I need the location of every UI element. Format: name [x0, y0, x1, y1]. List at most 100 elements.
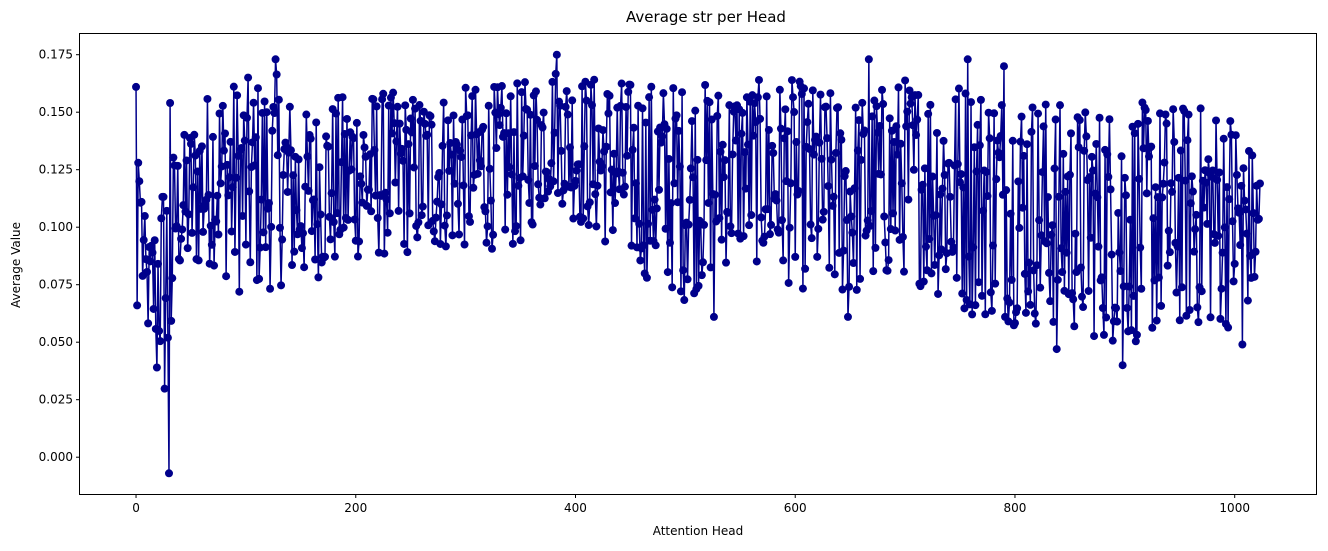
data-point — [1212, 116, 1221, 125]
data-point — [1159, 179, 1168, 188]
data-point — [701, 80, 710, 89]
data-point — [1249, 209, 1258, 218]
data-point — [997, 101, 1006, 110]
data-point — [1049, 317, 1058, 326]
data-point — [342, 114, 351, 123]
data-point — [778, 216, 787, 225]
data-point — [1038, 168, 1047, 177]
data-point — [524, 175, 533, 184]
data-point — [580, 142, 589, 151]
data-point — [159, 192, 168, 201]
data-point — [1183, 136, 1192, 145]
data-point — [764, 125, 773, 134]
data-point — [893, 150, 902, 159]
data-point — [1143, 116, 1152, 125]
data-point — [961, 89, 970, 98]
data-point — [440, 221, 449, 230]
data-point — [1169, 105, 1178, 114]
data-point — [952, 273, 961, 282]
data-point — [294, 155, 303, 164]
data-point — [427, 120, 436, 129]
data-point — [226, 137, 235, 146]
data-point — [229, 82, 238, 91]
data-point — [1014, 177, 1023, 186]
data-point — [162, 206, 171, 215]
data-point — [257, 195, 266, 204]
data-point — [439, 98, 448, 107]
y-tick-label: 0.075 — [39, 278, 73, 292]
data-point — [1052, 345, 1061, 354]
data-point — [803, 118, 812, 127]
data-point — [227, 227, 236, 236]
data-point — [973, 120, 982, 129]
data-point — [1220, 223, 1229, 232]
data-point — [779, 256, 788, 265]
data-point — [1231, 131, 1240, 140]
data-point — [787, 76, 796, 85]
data-point — [574, 160, 583, 169]
data-point — [561, 102, 570, 111]
data-point — [167, 316, 176, 325]
data-point — [1210, 238, 1219, 247]
data-point — [316, 210, 325, 219]
data-point — [969, 243, 978, 252]
data-point — [297, 244, 306, 253]
data-point — [938, 184, 947, 193]
data-point — [267, 222, 276, 231]
data-point — [1097, 273, 1106, 282]
data-point — [964, 252, 973, 261]
data-point — [1125, 282, 1134, 291]
data-point — [379, 89, 388, 98]
data-point — [1102, 313, 1111, 322]
data-point — [981, 310, 990, 319]
data-point — [1136, 243, 1145, 252]
data-point — [740, 148, 749, 157]
data-point — [880, 212, 889, 221]
data-point — [290, 247, 299, 256]
data-point — [1219, 134, 1228, 143]
data-point — [337, 158, 346, 167]
data-point — [685, 195, 694, 204]
data-point — [841, 167, 850, 176]
data-point — [215, 109, 224, 118]
data-point — [331, 109, 340, 118]
data-point — [1163, 261, 1172, 270]
data-point — [800, 84, 809, 93]
data-point — [1092, 140, 1101, 148]
data-point — [540, 194, 549, 203]
data-point — [1164, 226, 1173, 235]
data-point — [193, 167, 202, 176]
data-point — [423, 130, 432, 139]
data-point — [549, 177, 558, 186]
data-point — [473, 169, 482, 178]
data-point — [626, 80, 635, 89]
data-point — [644, 219, 653, 228]
data-point — [968, 310, 977, 319]
data-point — [273, 151, 282, 160]
data-point — [1042, 239, 1051, 248]
data-point — [134, 158, 143, 167]
data-point — [347, 165, 356, 174]
data-point — [1075, 116, 1084, 125]
data-point — [558, 199, 567, 208]
data-point — [1076, 263, 1085, 272]
data-point — [164, 469, 173, 478]
data-point — [1239, 164, 1248, 173]
data-point — [262, 108, 271, 117]
data-point — [568, 96, 577, 105]
data-point — [659, 89, 668, 98]
data-point — [1027, 127, 1036, 136]
data-point — [382, 195, 391, 204]
data-point — [303, 152, 312, 161]
x-tick-label: 0 — [132, 501, 140, 515]
data-point — [1037, 231, 1046, 240]
data-point — [140, 212, 149, 221]
data-point — [901, 76, 910, 85]
data-point — [397, 144, 406, 153]
data-point — [741, 184, 750, 193]
data-point — [166, 99, 175, 107]
data-point — [1084, 286, 1093, 295]
x-axis: 0 200 400 600 800 1000 — [132, 494, 1250, 515]
data-point — [1213, 175, 1222, 184]
data-point — [330, 252, 339, 261]
